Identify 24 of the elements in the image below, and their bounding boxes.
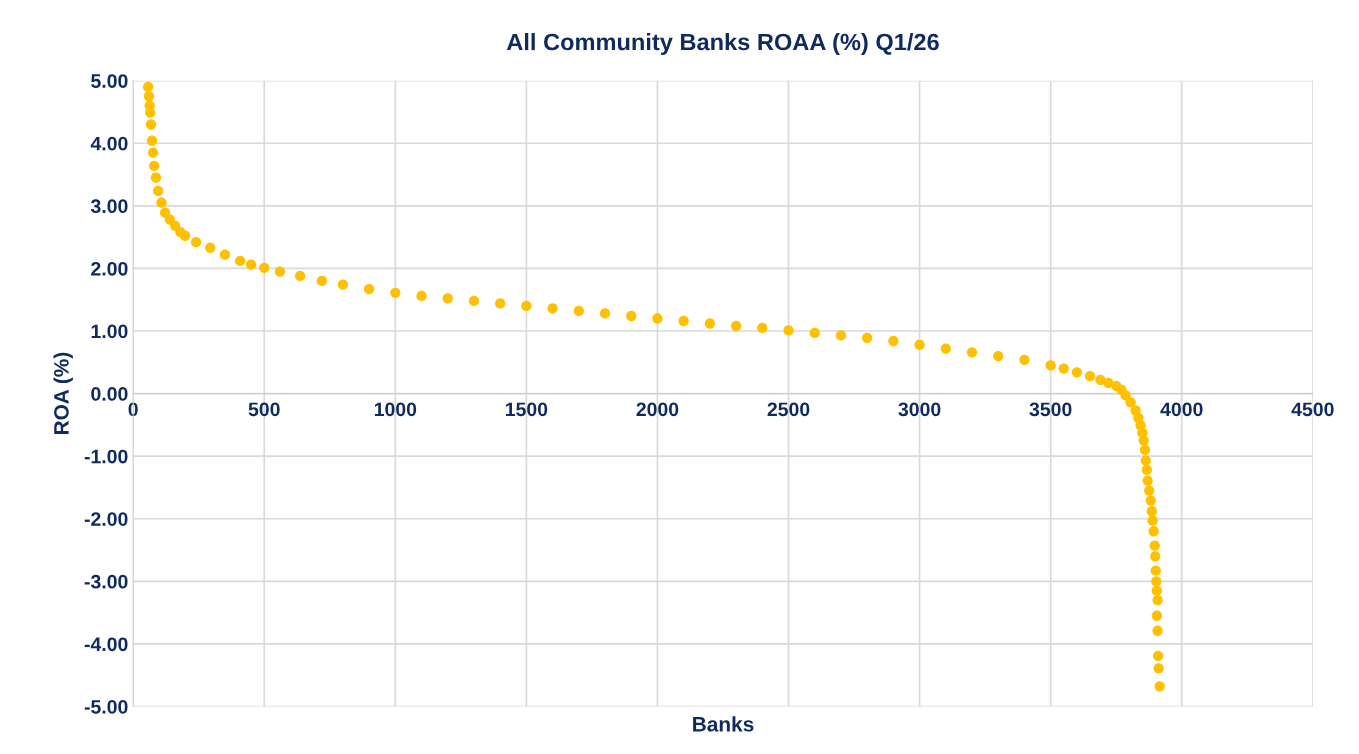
y-tick-label: -1.00 xyxy=(84,449,128,464)
x-tick-label: 4000 xyxy=(1160,402,1203,417)
x-axis-title: Banks xyxy=(693,716,754,732)
x-tick-label: 3000 xyxy=(898,402,941,417)
x-tick-label: 500 xyxy=(248,402,280,417)
y-tick-label: 1.00 xyxy=(91,324,128,339)
y-tick-label: -5.00 xyxy=(84,699,128,714)
x-tick-label: 0 xyxy=(128,402,138,417)
x-tick-label: 2500 xyxy=(767,402,810,417)
y-tick-label: -3.00 xyxy=(84,574,128,589)
y-tick-label: 2.00 xyxy=(91,261,128,276)
y-tick-label: 3.00 xyxy=(90,199,128,214)
y-axis-title: ROA (%) xyxy=(53,352,73,435)
y-tick-label: 5.00 xyxy=(91,74,128,88)
y-tick-label: 4.00 xyxy=(90,136,128,151)
y-tick-label: -4.00 xyxy=(84,637,128,652)
x-tick-label: 3500 xyxy=(1029,402,1072,417)
x-tick-label: 1500 xyxy=(505,402,548,417)
x-tick-label: 2000 xyxy=(636,402,679,417)
x-tick-label: 4500 xyxy=(1291,402,1334,417)
x-tick-label: 1000 xyxy=(374,402,417,417)
y-tick-label: 0.00 xyxy=(91,387,128,401)
y-tick-label: -2.00 xyxy=(84,512,128,526)
chart-title: All Community Banks ROAA (%) Q1/26 xyxy=(506,33,939,56)
